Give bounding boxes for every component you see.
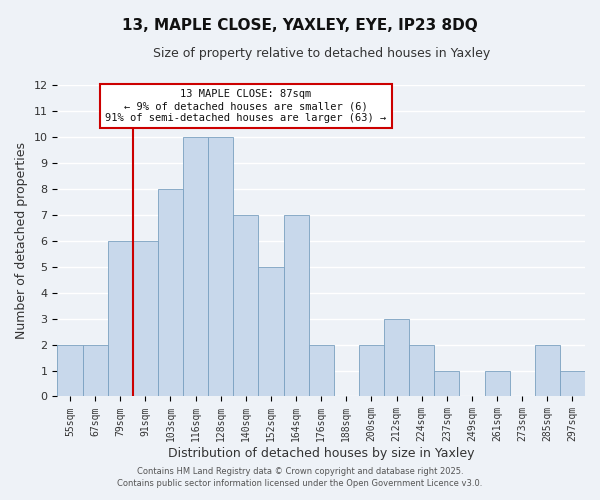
Bar: [434, 370, 460, 396]
X-axis label: Distribution of detached houses by size in Yaxley: Distribution of detached houses by size …: [168, 447, 475, 460]
Bar: [384, 318, 409, 396]
Text: Contains HM Land Registry data © Crown copyright and database right 2025.
Contai: Contains HM Land Registry data © Crown c…: [118, 466, 482, 487]
Bar: [409, 344, 434, 397]
Bar: [133, 241, 158, 396]
Title: Size of property relative to detached houses in Yaxley: Size of property relative to detached ho…: [152, 48, 490, 60]
Bar: [259, 267, 284, 396]
Bar: [308, 344, 334, 397]
Bar: [535, 344, 560, 397]
Text: 13, MAPLE CLOSE, YAXLEY, EYE, IP23 8DQ: 13, MAPLE CLOSE, YAXLEY, EYE, IP23 8DQ: [122, 18, 478, 32]
Bar: [208, 137, 233, 396]
Bar: [183, 137, 208, 396]
Bar: [233, 215, 259, 396]
Text: 13 MAPLE CLOSE: 87sqm
← 9% of detached houses are smaller (6)
91% of semi-detach: 13 MAPLE CLOSE: 87sqm ← 9% of detached h…: [105, 90, 386, 122]
Bar: [58, 344, 83, 397]
Bar: [485, 370, 509, 396]
Bar: [359, 344, 384, 397]
Bar: [284, 215, 308, 396]
Y-axis label: Number of detached properties: Number of detached properties: [15, 142, 28, 340]
Bar: [107, 241, 133, 396]
Bar: [158, 189, 183, 396]
Bar: [83, 344, 107, 397]
Bar: [560, 370, 585, 396]
